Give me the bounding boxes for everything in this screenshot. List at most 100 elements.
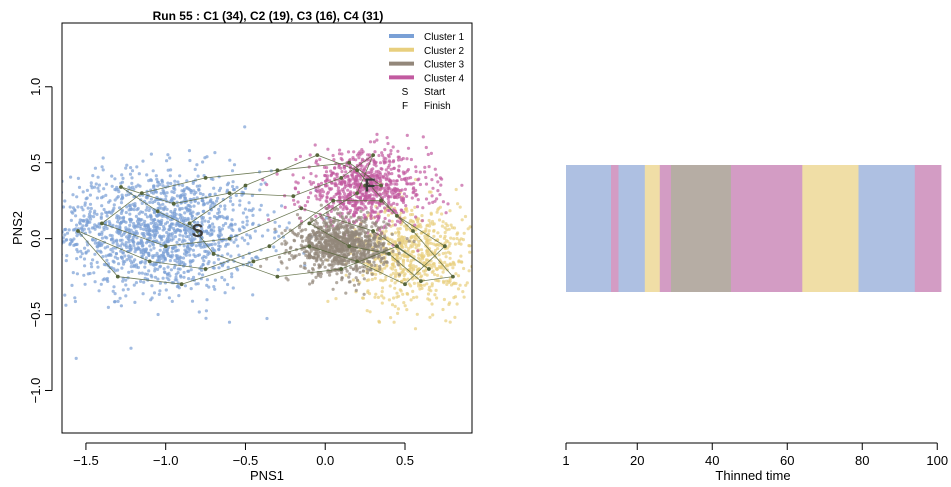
scatter-point <box>435 197 439 201</box>
scatter-point <box>462 295 466 299</box>
scatter-point <box>110 174 114 178</box>
scatter-point <box>235 266 239 270</box>
scatter-point <box>359 177 363 181</box>
scatter-point <box>339 235 343 239</box>
scatter-point <box>373 266 377 270</box>
scatter-point <box>400 188 404 192</box>
scatter-point <box>353 179 357 183</box>
timeline-segment <box>659 165 672 292</box>
scatter-point <box>390 219 394 223</box>
scatter-point <box>347 177 351 181</box>
scatter-point <box>434 288 438 292</box>
scatter-point <box>154 174 158 178</box>
scatter-point <box>230 272 234 276</box>
scatter-point <box>73 299 77 304</box>
scatter-point <box>350 203 355 208</box>
scatter-point <box>127 240 131 244</box>
scatter-point <box>409 258 414 263</box>
scatter-point <box>132 283 136 287</box>
scatter-point <box>328 263 332 267</box>
scatter-point <box>70 239 74 243</box>
trajectory-point <box>339 176 344 180</box>
scatter-point <box>427 165 431 169</box>
scatter-point <box>217 188 221 193</box>
scatter-point <box>368 140 373 144</box>
scatter-point <box>272 210 276 214</box>
scatter-point <box>383 208 388 213</box>
scatter-point <box>415 232 419 236</box>
scatter-point <box>387 219 391 223</box>
scatter-point <box>286 278 290 282</box>
scatter-point <box>231 184 235 189</box>
scatter-point <box>198 230 202 234</box>
scatter-point <box>275 172 279 176</box>
scatter-point <box>354 276 358 280</box>
scatter-point <box>120 266 124 270</box>
scatter-point <box>128 223 132 227</box>
scatter-point <box>307 234 311 238</box>
scatter-point <box>64 227 68 231</box>
scatter-point <box>381 174 385 178</box>
scatter-point <box>402 210 406 214</box>
scatter-point <box>340 152 344 156</box>
scatter-point <box>386 141 390 146</box>
scatter-point <box>359 209 363 213</box>
scatter-point <box>320 243 324 247</box>
scatter-point <box>149 273 153 277</box>
scatter-point <box>113 292 117 296</box>
scatter-point <box>133 258 137 262</box>
scatter-point <box>118 238 122 242</box>
scatter-point <box>112 260 116 264</box>
scatter-point <box>181 234 185 238</box>
scatter-point <box>293 202 297 206</box>
scatter-point <box>430 194 434 198</box>
scatter-point <box>365 309 369 313</box>
scatter-point <box>448 262 452 266</box>
scatter-point <box>372 158 376 162</box>
scatter-point <box>109 237 114 241</box>
scatter-point <box>45 244 48 247</box>
scatter-point <box>206 220 211 224</box>
scatter-point <box>55 230 58 233</box>
scatter-point <box>121 288 125 292</box>
scatter-point <box>227 225 231 229</box>
scatter-point <box>412 281 416 285</box>
scatter-point <box>446 240 450 244</box>
scatter-point <box>386 213 390 217</box>
scatter-point <box>351 278 355 282</box>
scatter-point <box>314 194 318 198</box>
scatter-point <box>90 186 94 190</box>
trajectory-point <box>355 259 359 264</box>
scatter-point <box>170 190 174 194</box>
scatter-point <box>139 227 143 231</box>
scatter-point <box>108 199 112 203</box>
scatter-point <box>386 189 390 193</box>
scatter-point <box>100 230 104 234</box>
scatter-point <box>350 173 354 177</box>
scatter-point <box>360 236 364 240</box>
scatter-point <box>412 296 416 300</box>
scatter-point <box>424 197 429 201</box>
scatter-point <box>354 210 358 215</box>
scatter-point <box>304 228 308 232</box>
scatter-point <box>437 253 441 257</box>
scatter-point <box>333 219 337 223</box>
scatter-point <box>163 256 167 260</box>
scatter-point <box>93 227 97 231</box>
scatter-point <box>403 216 407 220</box>
scatter-point <box>373 215 377 219</box>
scatter-point <box>343 232 347 236</box>
scatter-point <box>437 279 441 283</box>
scatter-point <box>156 312 160 317</box>
scatter-point <box>200 226 204 231</box>
scatter-point <box>335 281 339 285</box>
scatter-point <box>422 283 426 287</box>
scatter-point <box>398 214 402 218</box>
scatter-point <box>160 256 164 260</box>
scatter-point <box>116 256 120 261</box>
trajectory-point <box>443 244 447 249</box>
scatter-point <box>234 238 238 242</box>
scatter-point <box>217 257 221 261</box>
scatter-point <box>347 212 351 216</box>
scatter-point <box>373 150 377 154</box>
